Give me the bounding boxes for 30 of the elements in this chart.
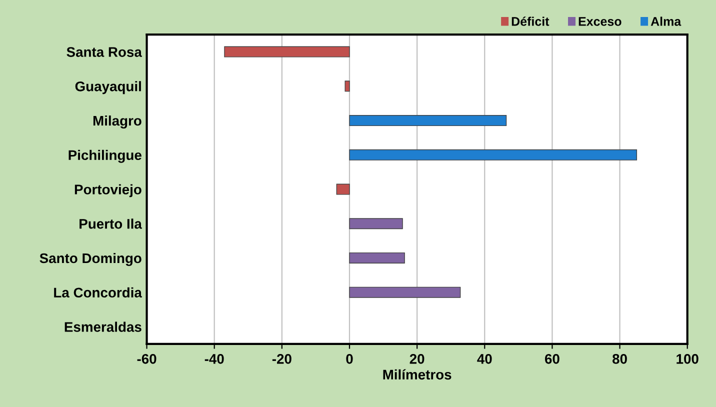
x-tick-label: 20 (410, 354, 424, 364)
bar (349, 149, 638, 160)
x-tick-label: 40 (477, 354, 492, 364)
x-tick-label: 60 (545, 354, 560, 364)
x-tick-label: 100 (676, 354, 698, 364)
y-tick-label: Milagro (93, 115, 142, 128)
bar (349, 218, 403, 230)
x-tick-label: -20 (272, 354, 292, 364)
bar (349, 286, 461, 298)
y-tick-label: Puerto Ila (80, 218, 142, 229)
bar (224, 46, 350, 58)
y-tick-label: Santa Rosa (66, 47, 142, 57)
x-tick-label: -40 (204, 354, 224, 364)
y-tick-label: Guayaquil (75, 81, 141, 94)
y-tick-label: Portoviejo (74, 184, 142, 198)
bar (336, 184, 350, 195)
legend-label: Déficit (512, 16, 550, 26)
x-axis-title: Milímetros (383, 369, 452, 380)
x-tick-label: -60 (137, 354, 156, 364)
y-tick-label: La Concordia (54, 287, 142, 298)
bar (349, 115, 507, 126)
y-tick-label: Esmeraldas (64, 322, 142, 332)
y-tick-label: Santo Domingo (40, 252, 142, 266)
legend-label: Exceso (578, 17, 622, 26)
bar (349, 252, 405, 264)
y-tick-label: Pichilingue (68, 150, 142, 163)
x-tick-label: 0 (346, 354, 353, 364)
bar (344, 80, 350, 92)
legend-label: Alma (650, 16, 682, 26)
x-tick-label: 80 (612, 354, 627, 364)
